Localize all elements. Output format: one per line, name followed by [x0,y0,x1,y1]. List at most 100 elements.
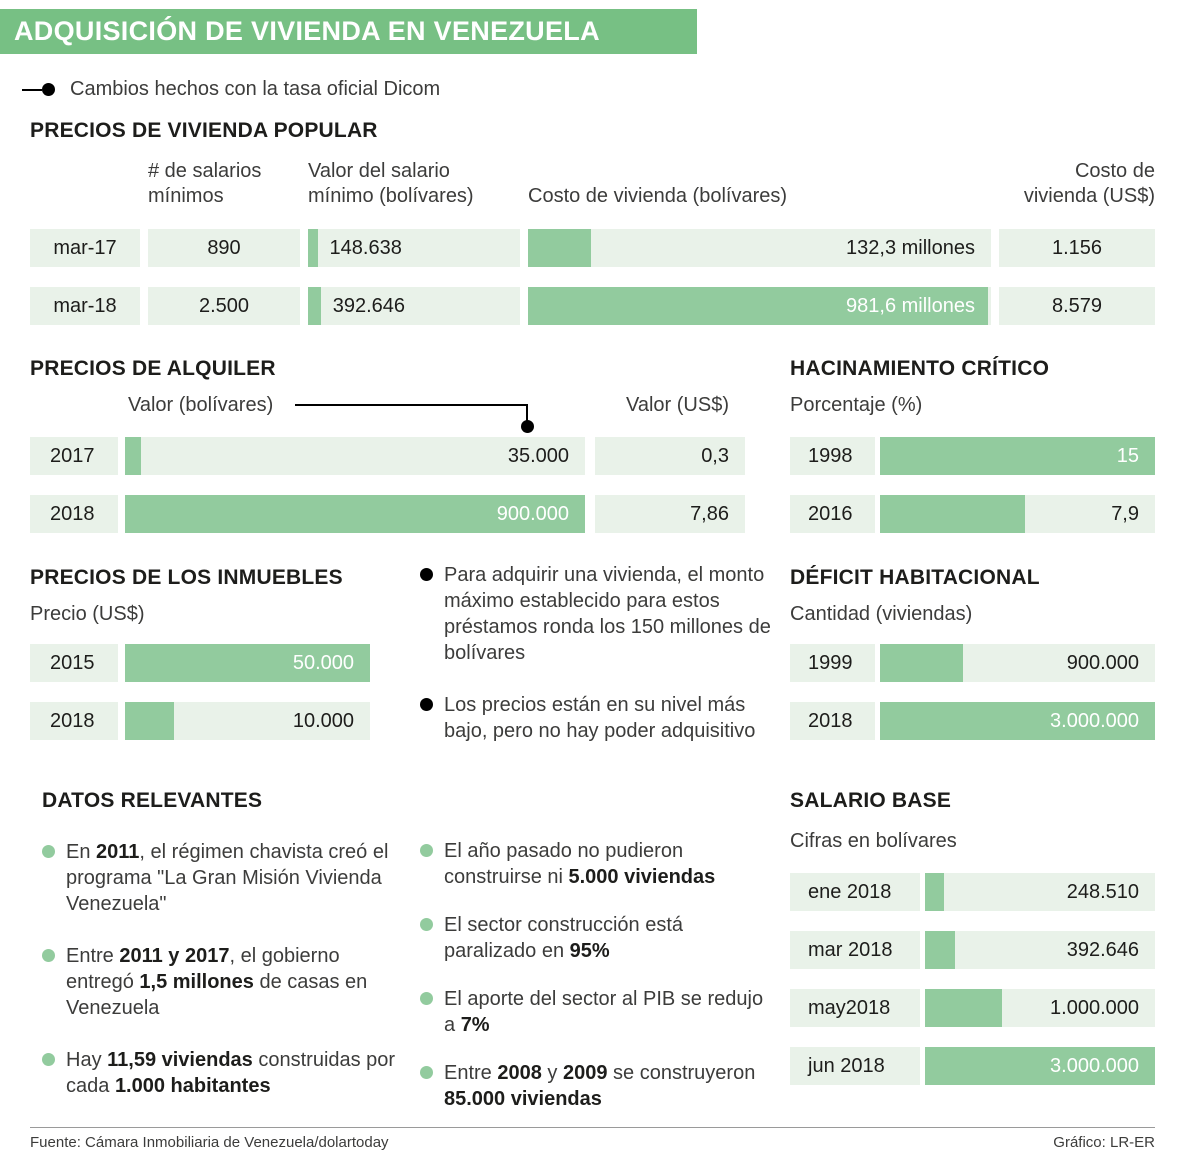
row-label: may2018 [790,989,920,1027]
dicom-connector-line [295,404,528,406]
credit-note: Gráfico: LR-ER [1053,1134,1155,1151]
col-header-usd: Valor (US$) [626,394,729,416]
value-bar: 248.510 [925,873,1155,911]
bar-value: 50.000 [292,652,354,674]
chart-row-1998: 1998 15 [790,437,1155,475]
dicom-legend: Cambios hechos con la tasa oficial Dicom [22,78,440,101]
col-header-bolivares: Valor (bolívares) [128,394,274,416]
note-item: Entre 2011 y 2017, el gobierno entregó 1… [42,943,404,1021]
chart-row-2018: 2018 3.000.000 [790,702,1155,740]
page-title: ADQUISICIÓN DE VIVIENDA EN VENEZUELA [14,16,600,46]
notes-column-bottom: El año pasado no pudieron construirse ni… [420,838,778,1134]
row-label: 2015 [30,644,118,682]
value-bar: 50.000 [125,644,370,682]
bar-value: 392.646 [1066,939,1139,961]
row-label: 2018 [30,495,118,533]
salarios-value: 2.500 [148,287,300,325]
usd-cell: 0,3 [595,437,745,475]
bar-fill [528,287,988,325]
bar-value: 15 [1116,445,1139,467]
row-label: mar-17 [30,229,140,267]
salarios-value: 890 [148,229,300,267]
note-text: En 2011, el régimen chavista creó el pro… [66,841,389,915]
axis-label: Cantidad (viviendas) [790,603,973,625]
bullet-icon [420,698,433,711]
dicom-dot-icon [42,83,55,96]
chart-row-2016: 2016 7,9 [790,495,1155,533]
note-item: En 2011, el régimen chavista creó el pro… [42,839,404,917]
chart-row-mar-17: mar-17 890 148.638 132,3 millones 1.156 [30,229,1155,267]
bullet-icon [42,949,55,962]
header-banner: ADQUISICIÓN DE VIVIENDA EN VENEZUELA [0,9,697,54]
section-title: PRECIOS DE ALQUILER [30,357,276,380]
bar-fill [125,702,174,740]
row-label: mar-18 [30,287,140,325]
bar-value: 392.646 [332,294,406,317]
axis-label: Porcentaje (%) [790,394,923,416]
row-label: 2017 [30,437,118,475]
chart-row-2017: 2017 35.000 0,3 [30,437,745,475]
bar-value: 981,6 millones [846,295,975,317]
section-title: PRECIOS DE VIVIENDA POPULAR [30,119,378,142]
bar-fill [880,644,963,682]
bar-fill [880,437,1155,475]
chart-row-mar-2018: mar 2018 392.646 [790,931,1155,969]
note-text: Para adquirir una vivienda, el monto máx… [444,564,771,664]
section-title: PRECIOS DE LOS INMUEBLES [30,566,343,589]
bar-fill [880,702,1155,740]
note-item: El año pasado no pudieron construirse ni… [420,838,778,890]
axis-label: Precio (US$) [30,603,145,625]
column-headers: # de salarios mínimos Valor del salario … [30,157,1155,209]
chart-row-ene-2018: ene 2018 248.510 [790,873,1155,911]
bullet-icon [420,992,433,1005]
costo-usd-value: 1.156 [999,229,1155,267]
dicom-line-icon [22,88,42,91]
bar-fill [925,931,956,969]
bullet-icon [42,845,55,858]
chart-row-may-2018: may2018 1.000.000 [790,989,1155,1027]
bar-fill [125,644,370,682]
row-label: 2018 [30,702,118,740]
value-bar: 3.000.000 [925,1047,1155,1085]
bar-fill [925,1047,1155,1085]
value-bar: 900.000 [125,495,585,533]
axis-label: Cifras en bolívares [790,830,957,852]
bar-value: 132,3 millones [846,237,975,259]
row-label: ene 2018 [790,873,920,911]
bullet-icon [420,568,433,581]
bar-value: 900.000 [1066,652,1139,674]
bar-fill [528,229,591,267]
value-bar: 7,9 [880,495,1155,533]
bar-fill [308,229,318,267]
section-title: DATOS RELEVANTES [42,789,263,812]
notes-column-top: Para adquirir una vivienda, el monto máx… [420,562,772,770]
value-bar: 3.000.000 [880,702,1155,740]
bar-fill [925,873,945,911]
costo-bolivares-bar: 981,6 millones [528,287,991,325]
bullet-icon [420,844,433,857]
row-label: 2016 [790,495,875,533]
row-label: 1999 [790,644,875,682]
usd-value: 7,86 [690,503,729,525]
note-item: Para adquirir una vivienda, el monto máx… [420,562,772,666]
note-text: Los precios están en su nivel más bajo, … [444,694,756,742]
section-precios-vivienda-popular: PRECIOS DE VIVIENDA POPULAR # de salario… [30,118,1155,325]
chart-row-2018: 2018 10.000 [30,702,370,740]
section-precios-alquiler: PRECIOS DE ALQUILER Valor (bolívares) Va… [30,356,745,533]
bar-value: 7,9 [1111,503,1139,525]
valor-salario-bar: 148.638 [308,229,520,267]
note-text: El año pasado no pudieron construirse ni… [444,840,716,888]
usd-cell: 7,86 [595,495,745,533]
bullet-icon [420,918,433,931]
usd-value: 0,3 [701,445,729,467]
costo-bolivares-bar: 132,3 millones [528,229,991,267]
bullet-icon [42,1053,55,1066]
row-label: 2018 [790,702,875,740]
chart-row-2018: 2018 900.000 7,86 [30,495,745,533]
note-text: Hay 11,59 viviendas construidas por cada… [66,1049,396,1097]
note-text: El sector construcción está paralizado e… [444,914,683,962]
bar-value: 10.000 [292,710,354,732]
note-text: Entre 2011 y 2017, el gobierno entregó 1… [66,945,368,1019]
bar-fill [125,437,142,475]
value-bar: 392.646 [925,931,1155,969]
